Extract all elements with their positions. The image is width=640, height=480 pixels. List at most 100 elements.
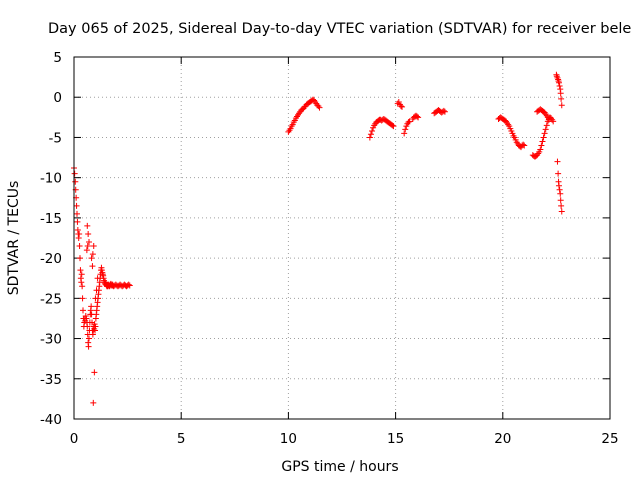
data-point (79, 295, 86, 302)
data-point (76, 243, 83, 250)
data-point (77, 255, 84, 262)
grid-lines (74, 57, 610, 419)
data-point (557, 190, 564, 197)
data-point (545, 116, 552, 123)
data-point (397, 103, 404, 110)
data-point (558, 208, 565, 215)
data-point (542, 126, 549, 133)
data-point (405, 119, 412, 126)
data-point (520, 141, 527, 148)
data-point (72, 178, 79, 185)
x-tick-label: 20 (494, 431, 511, 447)
data-point (84, 243, 91, 250)
data-point (389, 122, 396, 129)
data-point (555, 79, 562, 86)
data-point (401, 130, 408, 137)
x-tick-label: 15 (387, 431, 404, 447)
axis-ticks (73, 56, 611, 420)
x-tick-label: 0 (70, 431, 79, 447)
x-axis-label: GPS time / hours (281, 459, 398, 475)
data-point (539, 138, 546, 145)
chart-title: Day 065 of 2025, Sidereal Day-to-day VTE… (48, 21, 631, 37)
data-point (541, 130, 548, 137)
data-point (126, 282, 133, 289)
data-point (94, 275, 101, 282)
data-point (415, 114, 422, 121)
data-point (83, 247, 90, 254)
data-point (78, 279, 85, 286)
data-point (402, 126, 409, 133)
data-point (88, 303, 95, 310)
data-point (554, 158, 561, 165)
data-point (521, 142, 528, 149)
data-point (90, 243, 97, 250)
data-point (557, 90, 564, 97)
data-point (90, 399, 97, 406)
data-point (441, 108, 448, 115)
data-point (125, 281, 132, 288)
data-point (85, 343, 92, 350)
y-tick-label: -40 (40, 412, 62, 428)
data-point (79, 283, 86, 290)
data-point (540, 134, 547, 141)
y-axis-label: SDTVAR / TECUs (6, 181, 22, 296)
data-point (89, 251, 96, 258)
data-point (77, 267, 84, 274)
data-point (84, 331, 91, 338)
y-tick-label: 5 (53, 50, 62, 66)
x-tick-labels: 0 5 10 15 20 25 (70, 431, 619, 447)
data-point (74, 218, 81, 225)
data-point (85, 230, 92, 237)
data-point (80, 307, 87, 314)
data-point (537, 146, 544, 153)
data-point (555, 170, 562, 177)
x-tick-label: 5 (177, 431, 186, 447)
data-point (367, 131, 374, 138)
data-point (78, 271, 85, 278)
data-point (93, 287, 100, 294)
data-point (84, 323, 91, 330)
data-point (71, 170, 78, 177)
data-point (86, 239, 93, 246)
plot-frame (73, 56, 611, 420)
data-point (92, 323, 99, 330)
data-points (71, 71, 565, 406)
data-point (316, 104, 323, 111)
data-point (366, 134, 373, 141)
y-tick-label: -25 (40, 291, 62, 307)
data-point (558, 202, 565, 209)
data-point (555, 182, 562, 189)
data-point (390, 123, 397, 130)
data-point (76, 230, 83, 237)
data-point (74, 210, 81, 217)
data-point (86, 335, 93, 342)
data-point (88, 255, 95, 262)
data-point (557, 197, 564, 204)
y-tick-label: 0 (53, 90, 62, 106)
y-tick-label: -5 (49, 130, 62, 146)
y-tick-label: -35 (40, 372, 62, 388)
data-point (538, 142, 545, 149)
x-tick-label: 25 (601, 431, 618, 447)
y-tick-label: -30 (40, 332, 62, 348)
data-point (92, 295, 99, 302)
data-point (550, 118, 557, 125)
data-point (556, 82, 563, 89)
data-point (399, 103, 406, 110)
data-point (556, 186, 563, 193)
data-point (89, 263, 96, 270)
data-point (543, 122, 550, 129)
data-point (414, 113, 421, 120)
data-point (440, 107, 447, 114)
data-point (91, 369, 98, 376)
y-tick-label: -15 (40, 211, 62, 227)
data-point (406, 118, 413, 125)
y-tick-label: -20 (40, 251, 62, 267)
data-point (558, 95, 565, 102)
y-tick-labels: 5 0 -5 -10 -15 -20 -25 -30 -35 -40 (40, 50, 62, 428)
x-tick-label: 10 (280, 431, 297, 447)
data-point (73, 202, 80, 209)
data-point (84, 222, 91, 229)
data-point (558, 102, 565, 109)
